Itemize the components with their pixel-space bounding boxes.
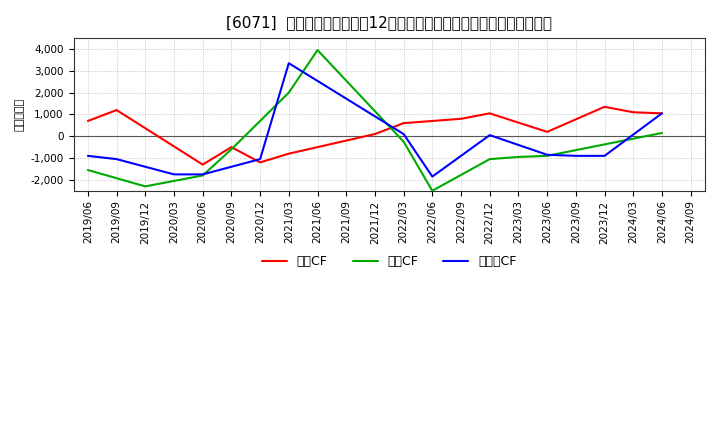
フリーCF: [657, 111, 666, 116]
投資CF: [141, 184, 150, 189]
投資CF: [485, 157, 494, 162]
営業CF: [400, 121, 408, 126]
営業CF: [227, 144, 235, 150]
Title: [6071]  キャッシュフローの12か月移動合計の対前年同期増減額の推移: [6071] キャッシュフローの12か月移動合計の対前年同期増減額の推移: [226, 15, 552, 30]
営業CF: [199, 162, 207, 167]
営業CF: [456, 116, 465, 121]
フリーCF: [428, 174, 436, 179]
Y-axis label: （百万円）: （百万円）: [15, 98, 25, 131]
投資CF: [313, 48, 322, 53]
投資CF: [284, 90, 293, 95]
フリーCF: [284, 61, 293, 66]
フリーCF: [256, 157, 264, 162]
フリーCF: [199, 172, 207, 177]
フリーCF: [84, 153, 92, 158]
投資CF: [84, 167, 92, 172]
投資CF: [199, 173, 207, 178]
営業CF: [485, 111, 494, 116]
Line: フリーCF: フリーCF: [88, 63, 662, 176]
営業CF: [112, 107, 121, 113]
フリーCF: [112, 157, 121, 162]
営業CF: [543, 129, 552, 135]
フリーCF: [400, 132, 408, 137]
フリーCF: [543, 152, 552, 158]
Line: 営業CF: 営業CF: [88, 107, 662, 165]
フリーCF: [600, 153, 609, 158]
Legend: 営業CF, 投資CF, フリーCF: 営業CF, 投資CF, フリーCF: [257, 250, 522, 273]
営業CF: [256, 160, 264, 165]
営業CF: [600, 104, 609, 110]
投資CF: [227, 147, 235, 152]
投資CF: [543, 153, 552, 158]
営業CF: [657, 111, 666, 116]
営業CF: [371, 132, 379, 137]
フリーCF: [572, 153, 580, 158]
営業CF: [84, 118, 92, 124]
営業CF: [284, 151, 293, 156]
投資CF: [657, 130, 666, 136]
フリーCF: [485, 132, 494, 138]
Line: 投資CF: 投資CF: [88, 50, 662, 191]
投資CF: [514, 154, 523, 160]
フリーCF: [170, 172, 179, 177]
投資CF: [428, 188, 436, 194]
営業CF: [629, 110, 638, 115]
営業CF: [342, 138, 351, 143]
投資CF: [400, 139, 408, 144]
